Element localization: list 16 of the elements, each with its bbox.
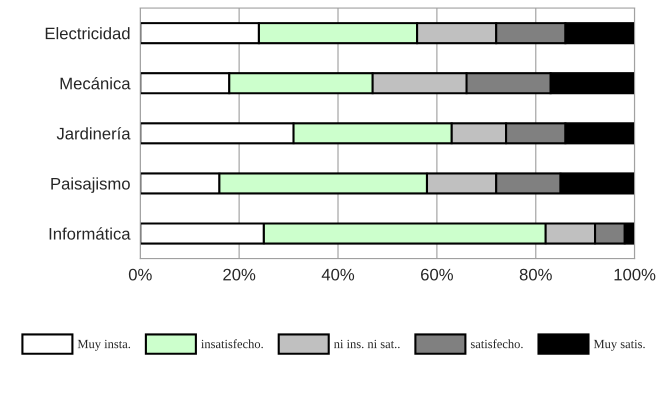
x-tick-label: 80% <box>520 268 552 281</box>
y-tick-label: Paisajismo <box>51 177 130 193</box>
y-tick-label: Informática <box>50 227 131 240</box>
legend-label: Muy satis. <box>594 340 645 351</box>
legend-label: ni ins. ni sat.. <box>334 340 400 348</box>
x-tick-label: 0% <box>128 268 152 281</box>
x-tick-label: 20% <box>223 268 256 281</box>
x-tick-label: 100% <box>614 268 656 281</box>
x-tick-label: 60% <box>421 268 453 281</box>
legend-label: satisfecho. <box>470 339 523 348</box>
y-tick-label: Mecánica <box>60 76 131 90</box>
y-tick-label: Electricidad <box>46 27 130 40</box>
legend-label: Muy insta. <box>78 340 130 351</box>
y-tick-label: Jardinería <box>56 127 131 140</box>
legend-label: insatisfecho. <box>201 339 263 348</box>
x-tick-label: 40% <box>322 268 354 281</box>
